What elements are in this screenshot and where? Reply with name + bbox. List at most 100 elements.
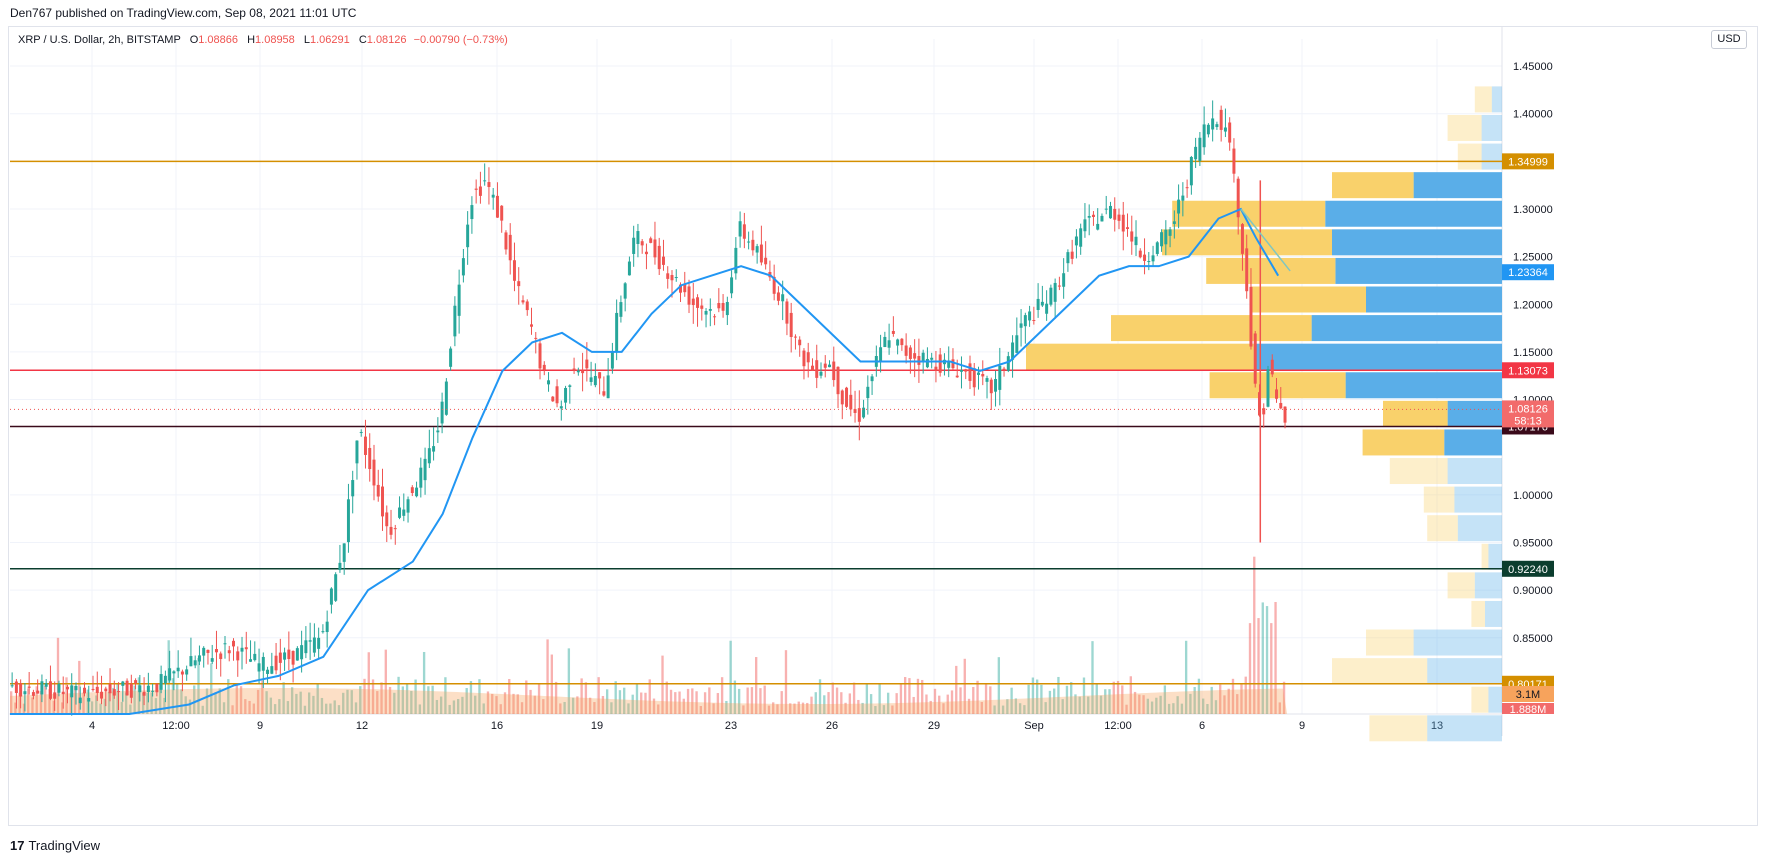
- candle-body: [742, 224, 746, 239]
- candle-body: [176, 667, 180, 672]
- volume-bar: [708, 687, 711, 714]
- volume-bar: [725, 700, 728, 714]
- candle-body: [1266, 369, 1270, 407]
- volume-bar: [712, 703, 715, 714]
- volume-bar: [865, 683, 869, 714]
- volume-profile-down-bar: [1447, 458, 1502, 485]
- volume-profile-down-bar: [1366, 286, 1502, 313]
- volume-bar: [627, 703, 630, 714]
- volume-bar: [835, 687, 839, 714]
- volume-bar: [682, 698, 685, 714]
- candle-body: [1198, 137, 1202, 161]
- candle-body: [287, 649, 291, 660]
- volume-bar: [218, 688, 221, 714]
- x-tick-label: 16: [491, 720, 503, 732]
- volume-bar: [439, 696, 443, 714]
- footer-brand[interactable]: 17 TradingView: [10, 838, 100, 853]
- volume-bar: [342, 692, 345, 714]
- volume-profile-up-bar: [1427, 515, 1458, 542]
- volume-bar: [908, 678, 911, 714]
- volume-bar: [1040, 684, 1043, 714]
- candle-body: [1104, 208, 1108, 210]
- candle-body: [913, 353, 917, 359]
- volume-bar: [214, 692, 217, 714]
- candle-body: [721, 303, 725, 311]
- volume-bar: [1231, 678, 1235, 714]
- volume-bar: [691, 688, 694, 714]
- candle-body: [381, 486, 384, 517]
- level-price-tag: [1502, 560, 1554, 577]
- y-tick-label: 0.90000: [1513, 585, 1553, 597]
- volume-bar: [252, 703, 256, 714]
- volume-bar: [1099, 695, 1103, 714]
- level-price-tag: [1502, 153, 1554, 170]
- volume-bar: [750, 687, 754, 714]
- candle-body: [138, 685, 142, 693]
- candle-body: [1236, 178, 1240, 218]
- candle-body: [568, 385, 572, 387]
- volume-bar: [1001, 705, 1005, 714]
- volume-bar: [154, 698, 158, 714]
- volume-bar: [329, 703, 332, 714]
- candle-body: [240, 647, 244, 652]
- volume-profile-up-bar: [1332, 658, 1428, 685]
- x-tick-label: 6: [1199, 720, 1205, 732]
- volume-bar: [533, 695, 536, 714]
- volume-bar: [299, 691, 302, 714]
- volume-bar: [1159, 695, 1162, 714]
- candle-body: [1015, 335, 1019, 353]
- candle-body: [951, 359, 955, 369]
- candle-body: [23, 691, 27, 695]
- candle-body: [291, 650, 295, 665]
- volume-bar: [18, 692, 21, 714]
- currency-button[interactable]: USD: [1711, 30, 1747, 49]
- volume-bar: [686, 688, 690, 714]
- candle-body: [389, 526, 393, 535]
- candle-body: [764, 257, 768, 265]
- volume-bar: [107, 691, 111, 714]
- volume-bar: [452, 700, 456, 714]
- candle-body: [789, 312, 793, 337]
- candle-body: [687, 286, 691, 305]
- volume-bar: [631, 694, 634, 714]
- volume-bar: [1031, 677, 1035, 714]
- trend-drawing-line: [1240, 208, 1291, 272]
- candle-body: [644, 251, 648, 255]
- volume-bar: [818, 679, 822, 714]
- candle-body: [197, 655, 201, 662]
- candle-body: [508, 234, 512, 261]
- volume-bar: [597, 677, 600, 714]
- volume-profile-down-bar: [1413, 629, 1502, 656]
- volume-profile-up-bar: [1026, 343, 1254, 370]
- volume-profile-down-bar: [1444, 429, 1502, 456]
- volume-bar: [559, 703, 562, 714]
- volume-bar: [22, 703, 26, 714]
- volume-bar: [78, 660, 81, 714]
- volume-bar: [508, 678, 511, 714]
- volume-bar: [427, 686, 430, 714]
- volume-bar: [141, 692, 145, 714]
- candle-body: [61, 691, 65, 695]
- volume-profile-down-bar: [1332, 229, 1502, 256]
- candle-body: [393, 528, 397, 530]
- volume-profile-up-bar: [1423, 486, 1455, 513]
- candle-body: [329, 588, 333, 605]
- level-price-label: 1.34999: [1508, 156, 1548, 168]
- volume-bar: [1184, 640, 1188, 714]
- volume-bar: [1091, 641, 1094, 714]
- candle-body: [129, 683, 133, 698]
- volume-bar: [371, 679, 375, 714]
- volume-bar: [878, 684, 881, 714]
- volume-bar: [904, 677, 907, 714]
- candle-body: [1053, 282, 1057, 302]
- symbol-label[interactable]: XRP / U.S. Dollar, 2h, BITSTAMP: [18, 34, 181, 46]
- candle-body: [759, 244, 763, 263]
- candle-body: [117, 691, 121, 693]
- candle-body: [747, 241, 751, 243]
- volume-bar: [972, 686, 975, 714]
- volume-bar: [171, 678, 175, 714]
- volume-profile-down-bar: [1481, 143, 1502, 170]
- candle-body: [78, 697, 82, 704]
- chart-frame: [8, 26, 1758, 826]
